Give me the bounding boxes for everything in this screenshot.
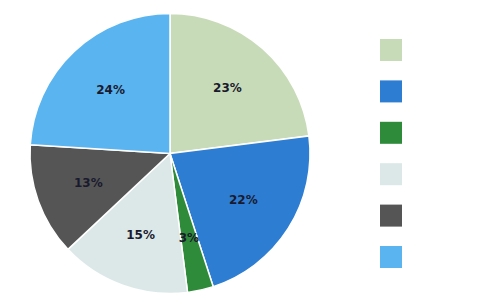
legend-swatch: [380, 246, 402, 268]
legend-swatch: [380, 80, 402, 102]
pie-slice: [170, 14, 309, 154]
data-labels: 23% 22% 3% 15% 13% 24%: [74, 81, 258, 245]
legend-swatch: [380, 122, 402, 144]
pie-slice: [30, 145, 170, 250]
legend-swatch: [380, 39, 402, 61]
data-label: 24%: [96, 83, 125, 97]
chart: 23% 22% 3% 15% 13% 24%: [0, 0, 500, 307]
legend-swatch: [380, 163, 402, 185]
legend-swatch: [380, 205, 402, 227]
data-label: 13%: [74, 176, 103, 190]
data-label: 3%: [179, 231, 199, 245]
data-label: 23%: [213, 81, 242, 95]
legend: [380, 39, 402, 268]
data-label: 15%: [126, 228, 155, 242]
pie: [30, 14, 310, 294]
pie-slice: [30, 14, 170, 154]
data-label: 22%: [229, 193, 258, 207]
